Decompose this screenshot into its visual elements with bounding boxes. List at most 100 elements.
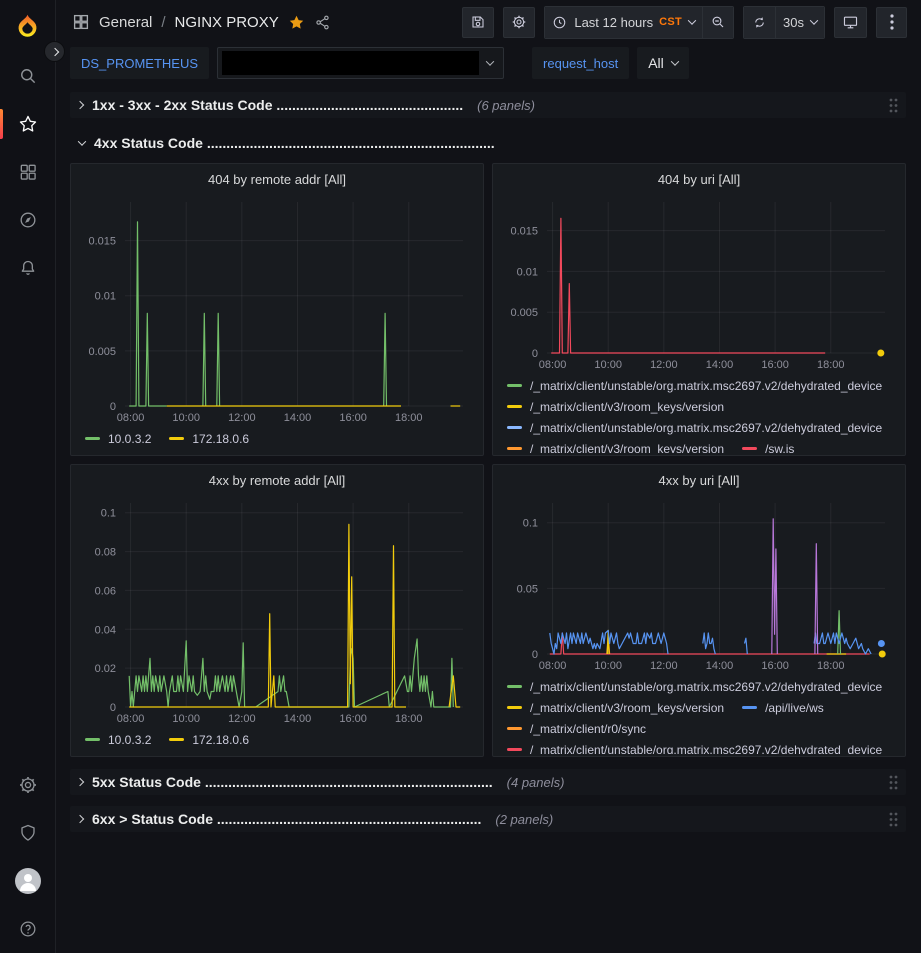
refresh-interval-picker[interactable]: 30s (775, 7, 824, 38)
panel-legend: 10.0.3.2 172.18.0.6 (79, 426, 475, 453)
sidebar-item-explore[interactable] (0, 196, 55, 244)
sidebar-toggle-button[interactable] (44, 41, 65, 62)
svg-text:08:00: 08:00 (539, 359, 567, 371)
row-drag-handle[interactable] (888, 811, 899, 828)
svg-text:08:00: 08:00 (117, 713, 145, 725)
row-header-4xx[interactable]: 4xx Status Code ........................… (70, 130, 906, 156)
svg-text:12:00: 12:00 (650, 660, 678, 672)
legend-item[interactable]: /api/live/ws (742, 697, 824, 718)
zoom-out-icon (710, 14, 726, 30)
chevron-down-icon (810, 16, 818, 24)
zoom-out-time-button[interactable] (702, 7, 733, 38)
legend-item[interactable]: /_matrix/client/unstable/org.matrix.msc2… (507, 739, 882, 754)
save-dashboard-button[interactable] (462, 7, 494, 38)
svg-text:08:00: 08:00 (117, 412, 145, 424)
panel-title[interactable]: 4xx by remote addr [All] (79, 469, 475, 493)
star-icon (18, 114, 38, 134)
panel-title[interactable]: 404 by uri [All] (501, 168, 897, 192)
svg-text:0: 0 (532, 649, 538, 661)
legend-item[interactable]: /_matrix/client/v3/room_keys/version (507, 396, 724, 417)
legend-label: 172.18.0.6 (192, 432, 249, 446)
row-header-5xx[interactable]: 5xx Status Code ........................… (70, 769, 906, 795)
request-host-variable-value[interactable]: All (637, 47, 689, 79)
legend-label: 10.0.3.2 (108, 432, 151, 446)
row-title: 4xx Status Code ........................… (94, 135, 495, 151)
dashboard-title[interactable]: NGINX PROXY (175, 14, 279, 31)
row-title: 1xx - 3xx - 2xx Status Code ............… (92, 97, 463, 113)
row-header-6xx[interactable]: 6xx > Status Code ......................… (70, 806, 906, 832)
sidebar-item-configuration[interactable] (0, 761, 55, 809)
svg-text:0.015: 0.015 (88, 236, 116, 248)
monitor-icon (842, 14, 859, 31)
sidebar-item-starred[interactable] (0, 100, 55, 148)
chevron-down-icon (78, 137, 86, 145)
sidebar (0, 0, 56, 953)
panels-grid: 404 by remote addr [All] 00.0050.010.015… (70, 163, 906, 757)
legend-item[interactable]: /_matrix/client/v3/room_keys/version (507, 697, 724, 718)
chart-canvas[interactable]: 00.020.040.060.080.108:0010:0012:0014:00… (79, 493, 475, 727)
sidebar-item-profile[interactable] (0, 857, 55, 905)
legend-item[interactable]: 10.0.3.2 (85, 729, 151, 750)
dashboard-settings-button[interactable] (503, 7, 535, 38)
svg-text:10:00: 10:00 (594, 359, 622, 371)
favorite-star-icon[interactable] (288, 14, 305, 31)
dashboard-content: 1xx - 3xx - 2xx Status Code ............… (56, 82, 921, 953)
sidebar-item-server-admin[interactable] (0, 809, 55, 857)
svg-text:0.01: 0.01 (517, 266, 538, 278)
svg-text:0.1: 0.1 (523, 518, 538, 530)
svg-text:12:00: 12:00 (650, 359, 678, 371)
breadcrumb-section-link[interactable]: General (99, 14, 152, 31)
time-range-label: Last 12 hours (574, 15, 653, 30)
legend-swatch (169, 437, 184, 440)
legend-item[interactable]: /_matrix/client/r0/sync (507, 718, 646, 739)
svg-text:14:00: 14:00 (706, 660, 734, 672)
help-icon (18, 919, 38, 939)
clock-icon (552, 15, 567, 30)
time-range-picker[interactable]: Last 12 hours CST (545, 7, 702, 38)
chart-canvas[interactable]: 00.0050.010.01508:0010:0012:0014:0016:00… (79, 192, 475, 426)
row-drag-handle[interactable] (888, 774, 899, 791)
sidebar-item-help[interactable] (0, 905, 55, 953)
legend-item[interactable]: /sw.js (742, 438, 794, 453)
time-picker-group: Last 12 hours CST (544, 6, 734, 39)
row-header-1xx-3xx-2xx[interactable]: 1xx - 3xx - 2xx Status Code ............… (70, 92, 906, 118)
refresh-button[interactable] (744, 7, 775, 38)
legend-item[interactable]: /_matrix/client/v3/room_keys/version (507, 438, 724, 453)
legend-item[interactable]: 172.18.0.6 (169, 428, 249, 449)
svg-text:18:00: 18:00 (395, 412, 423, 424)
legend-label: 10.0.3.2 (108, 733, 151, 747)
legend-swatch (507, 685, 522, 688)
panel-title[interactable]: 4xx by uri [All] (501, 469, 897, 493)
kiosk-mode-button[interactable] (834, 7, 867, 38)
refresh-icon (752, 15, 767, 30)
row-panel-count: (6 panels) (477, 98, 535, 113)
person-icon (15, 868, 41, 894)
timezone-label: CST (659, 16, 682, 28)
legend-swatch (169, 738, 184, 741)
request-host-variable-label[interactable]: request_host (532, 47, 629, 79)
share-icon[interactable] (314, 14, 331, 31)
panel-title[interactable]: 404 by remote addr [All] (79, 168, 475, 192)
chart-canvas[interactable]: 00.050.108:0010:0012:0014:0016:0018:00 (501, 493, 897, 674)
chart-canvas[interactable]: 00.0050.010.01508:0010:0012:0014:0016:00… (501, 192, 897, 373)
avatar (15, 868, 41, 894)
svg-text:10:00: 10:00 (594, 660, 622, 672)
svg-text:12:00: 12:00 (228, 412, 256, 424)
row-title: 6xx > Status Code ......................… (92, 811, 481, 827)
legend-label: 172.18.0.6 (192, 733, 249, 747)
legend-item[interactable]: /_matrix/client/unstable/org.matrix.msc2… (507, 676, 882, 697)
legend-item[interactable]: /_matrix/client/unstable/org.matrix.msc2… (507, 375, 882, 396)
legend-item[interactable]: 10.0.3.2 (85, 428, 151, 449)
sidebar-item-dashboards[interactable] (0, 148, 55, 196)
legend-item[interactable]: /_matrix/client/unstable/org.matrix.msc2… (507, 417, 882, 438)
svg-text:14:00: 14:00 (284, 412, 312, 424)
datasource-variable-select[interactable] (217, 47, 504, 79)
sidebar-item-alerting[interactable] (0, 244, 55, 292)
chevron-right-icon (76, 101, 84, 109)
row-drag-handle[interactable] (888, 97, 899, 114)
legend-label: /_matrix/client/unstable/org.matrix.msc2… (530, 680, 882, 694)
toolbar-actions: Last 12 hours CST (462, 6, 907, 39)
legend-item[interactable]: 172.18.0.6 (169, 729, 249, 750)
svg-text:0.02: 0.02 (95, 663, 116, 675)
more-options-button[interactable] (876, 7, 907, 38)
